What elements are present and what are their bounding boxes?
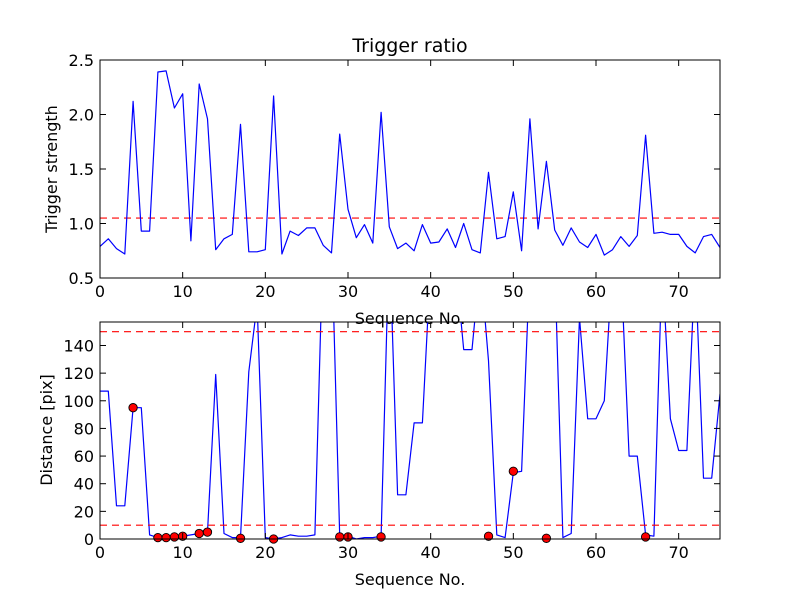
- trigger-x-ticks: 0 10 20 30 40 50 60 70: [95, 60, 689, 301]
- distance-marker: [128, 403, 138, 413]
- distance-marker: [335, 532, 345, 542]
- trigger-x-axis-label: Sequence No.: [355, 309, 466, 328]
- distance-marker: [640, 532, 651, 542]
- distance-x-ticks: 0 10 20 30 40 50 60 70: [95, 322, 689, 562]
- trigger-ratio-chart: 0 10 20 30 40 50 60 70 0.5 1.0 1.5 2.0 2.5 Trigger …: [42, 35, 721, 328]
- distance-marker: [169, 532, 180, 542]
- distance-marker: [194, 528, 204, 539]
- distance-y-tick-label: 40: [74, 475, 94, 494]
- distance-y-axis-label: Distance [pix]: [37, 374, 56, 486]
- trigger-y-tick-label: 0.5: [69, 269, 94, 288]
- distance-marker: [153, 532, 163, 543]
- trigger-x-tick-label: 70: [668, 282, 688, 301]
- distance-x-tick-label: 70: [668, 543, 688, 562]
- distance-x-tick-label: 10: [172, 543, 192, 562]
- trigger-x-tick-label: 60: [586, 282, 606, 301]
- distance-x-tick-label: 50: [503, 543, 523, 562]
- trigger-y-tick-label: 1.5: [69, 160, 94, 179]
- distance-marker: [235, 533, 246, 543]
- distance-y-tick-label: 100: [63, 392, 94, 411]
- trigger-series-line: [100, 70, 720, 256]
- distance-x-axis-label: Sequence No.: [355, 570, 466, 589]
- trigger-x-tick-label: 40: [420, 282, 440, 301]
- distance-chart: 0 10 20 30 40 50 60 70 0 20 40 60 80 100 120 140 Seque…: [37, 321, 721, 589]
- distance-y-tick-label: 80: [74, 419, 94, 438]
- distance-y-ticks: 0 20 40 60 80 100 120 140: [63, 336, 720, 549]
- trigger-plot-frame: [99, 59, 721, 279]
- distance-marker: [161, 532, 171, 543]
- distance-plot: [100, 322, 720, 539]
- distance-marker: [541, 533, 552, 543]
- distance-x-tick-label: 0: [95, 543, 105, 562]
- trigger-y-tick-label: 1.0: [69, 215, 94, 234]
- distance-marker: [483, 531, 494, 541]
- trigger-y-ticks: 0.5 1.0 1.5 2.0 2.5: [69, 51, 720, 288]
- chart-title: Trigger ratio: [351, 35, 467, 57]
- trigger-x-tick-label: 30: [338, 282, 358, 301]
- distance-marker: [376, 532, 386, 542]
- trigger-x-tick-label: 10: [172, 282, 192, 301]
- distance-markers: [128, 403, 651, 544]
- distance-y-tick-label: 60: [74, 447, 94, 466]
- trigger-strength-plot: [100, 70, 720, 256]
- distance-x-tick-label: 40: [420, 543, 440, 562]
- trigger-x-tick-label: 0: [95, 282, 105, 301]
- trigger-y-axis-label: Trigger strength: [42, 105, 61, 234]
- trigger-y-tick-label: 2.5: [69, 51, 94, 70]
- distance-y-tick-label: 120: [63, 364, 94, 383]
- distance-x-tick-label: 60: [586, 543, 606, 562]
- distance-y-tick-label: 140: [63, 336, 94, 355]
- distance-x-tick-label: 30: [338, 543, 358, 562]
- trigger-x-tick-label: 20: [255, 282, 275, 301]
- distance-reference-lines: [100, 331, 720, 526]
- trigger-y-tick-label: 2.0: [69, 106, 94, 125]
- distance-y-tick-label: 20: [74, 502, 94, 521]
- distance-plot-frame: [99, 321, 721, 540]
- distance-y-tick-label: 0: [84, 530, 94, 549]
- trigger-x-tick-label: 50: [503, 282, 523, 301]
- distance-marker: [508, 466, 518, 476]
- distance-x-tick-label: 20: [255, 543, 275, 562]
- distance-marker: [202, 527, 213, 537]
- distance-series-line: [100, 322, 720, 539]
